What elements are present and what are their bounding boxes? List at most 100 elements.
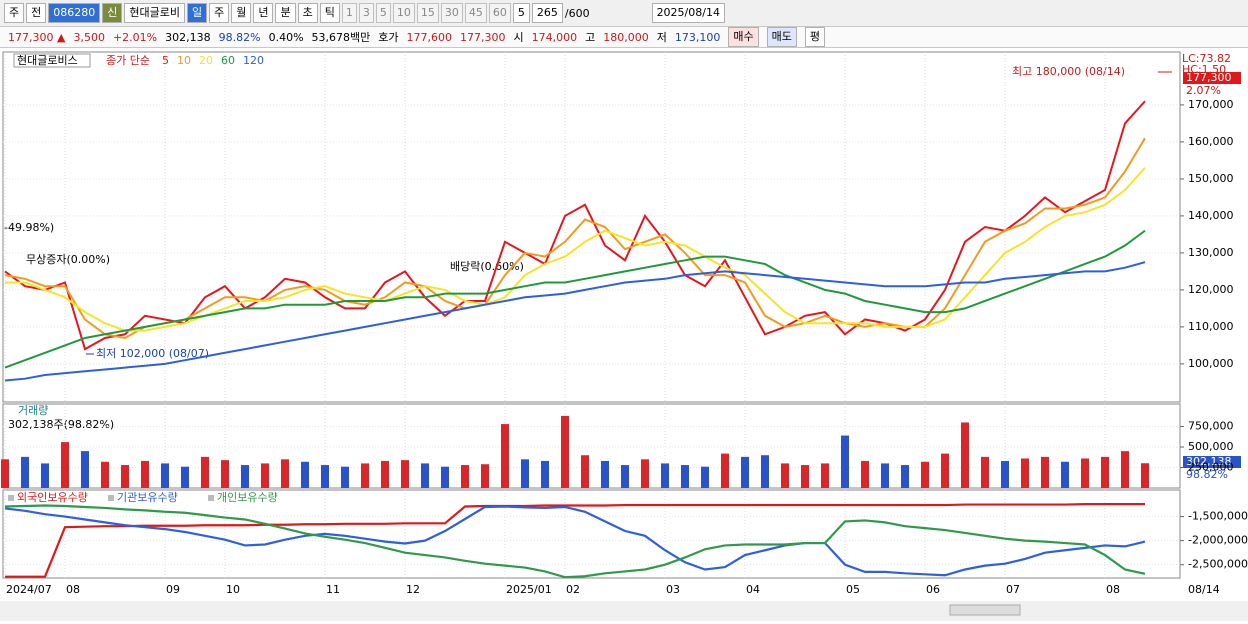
- interval-button[interactable]: 15: [416, 3, 439, 23]
- series-line: [4, 504, 1146, 579]
- vol-last-box: [1183, 456, 1241, 468]
- rate: +2.01%: [112, 30, 158, 44]
- x-tick-label: 2025/01: [506, 583, 552, 596]
- volume-bar: [901, 465, 909, 488]
- interval-button[interactable]: 45: [464, 3, 487, 23]
- y-tick-label: -2,000,000: [1188, 534, 1248, 547]
- volume-bar: [1081, 458, 1089, 488]
- volume-bar: [881, 463, 889, 488]
- volume-bar: [221, 460, 229, 488]
- volume-bar: [1121, 451, 1129, 488]
- sell[interactable]: 매도: [766, 27, 797, 47]
- last-box: [1183, 72, 1241, 84]
- y-tick-label: 160,000: [1188, 135, 1234, 148]
- volume-bar: [441, 466, 449, 488]
- stock-box: [13, 53, 91, 68]
- period-button[interactable]: 분: [275, 3, 296, 23]
- interval-button[interactable]: 10: [392, 3, 415, 23]
- period-button[interactable]: 틱: [319, 3, 340, 23]
- volume-bar: [941, 453, 949, 488]
- volume-bar: [1, 459, 9, 488]
- x-tick-label: 2024/07: [6, 583, 52, 596]
- vol-ratio: 98.82%: [218, 30, 261, 44]
- scroll-thumb[interactable]: [949, 604, 1021, 616]
- y-tick-label: 130,000: [1188, 246, 1234, 259]
- volume-bar: [61, 442, 69, 488]
- bonus-note: 무상증자(0.00%): [26, 253, 110, 266]
- volume-bar: [1021, 458, 1029, 488]
- volume-bar: [961, 422, 969, 488]
- legend-entry: 기관보유수량: [117, 491, 178, 504]
- y-tick-label: -2,500,000: [1188, 558, 1248, 571]
- volume-bar: [781, 463, 789, 488]
- interval-button[interactable]: 5: [375, 3, 391, 23]
- y-tick-label: 750,000: [1188, 420, 1234, 433]
- total: /600: [564, 6, 590, 20]
- period-button[interactable]: 일: [186, 3, 208, 23]
- period-button[interactable]: 주: [209, 3, 230, 23]
- legend-entry: 외국인보유수량: [17, 491, 88, 504]
- avg[interactable]: 평: [804, 27, 826, 47]
- period-button[interactable]: 년: [253, 3, 274, 23]
- quote-label: 호가: [378, 31, 399, 44]
- volume-bar: [321, 465, 329, 488]
- volume-bar: [41, 463, 49, 488]
- volume-bar: [641, 459, 649, 488]
- volume-bar: [601, 460, 609, 488]
- volume-bar: [261, 463, 269, 488]
- period-button[interactable]: 초: [297, 3, 318, 23]
- low-label: 저: [656, 31, 667, 44]
- ask: 177,600: [406, 30, 453, 44]
- last-price: 177,300: [1186, 71, 1232, 84]
- x-tick-label: 08: [1106, 583, 1120, 596]
- high-note: 최고 180,000 (08/14): [1012, 65, 1125, 78]
- interval-button[interactable]: 1: [341, 3, 357, 23]
- y-tick-label: 500,000: [1188, 440, 1234, 453]
- buy[interactable]: 매수: [728, 27, 759, 47]
- open-label: 시: [513, 31, 524, 44]
- legend-entry: 20: [199, 54, 213, 67]
- volume-bar: [421, 463, 429, 488]
- market[interactable]: 주: [4, 3, 25, 23]
- count[interactable]: 5: [512, 3, 530, 23]
- volume-bar: [101, 461, 109, 488]
- volume-bar: [341, 466, 349, 488]
- series-line: [4, 137, 1146, 340]
- prev[interactable]: 전: [26, 3, 47, 23]
- date[interactable]: 2025/08/14: [651, 3, 725, 23]
- low: 173,100: [674, 30, 721, 44]
- price: 177,300 ▲: [8, 30, 66, 44]
- y-tick-label: 150,000: [1188, 172, 1234, 185]
- interval-button[interactable]: 60: [488, 3, 511, 23]
- volume-title: 거래량: [18, 404, 48, 417]
- legend-entry: 10: [177, 54, 191, 67]
- interval-button[interactable]: 30: [440, 3, 463, 23]
- volume-bar: [661, 463, 669, 488]
- amount: 53,678백만: [311, 31, 371, 44]
- series-line: [4, 505, 1146, 577]
- volume-bar: [701, 466, 709, 488]
- stock-name[interactable]: 현대글로비: [124, 3, 185, 23]
- high: 180,000: [603, 30, 649, 44]
- interval-button[interactable]: 3: [358, 3, 374, 23]
- chart: 현대글로비스 종가 단순 최고 180,000 (08/14) 최저 102,0…: [0, 51, 1248, 621]
- volume-bar: [841, 435, 849, 488]
- legend-swatch: [108, 495, 114, 501]
- period-button[interactable]: 월: [231, 3, 252, 23]
- intervals: 1 3 5 10 15 30 45 60: [341, 3, 511, 23]
- y-tick-label: 110,000: [1188, 320, 1234, 333]
- series-line: [5, 502, 1145, 578]
- shown[interactable]: 265: [531, 3, 563, 23]
- volume-bar: [821, 463, 829, 488]
- holdings-frame: [2, 489, 1181, 579]
- x-tick-label: 03: [666, 583, 680, 596]
- volume-bar: [621, 465, 629, 488]
- legend-entry: 60: [221, 54, 235, 67]
- vol-last-rate: 98.82%: [1186, 468, 1228, 481]
- volume-bar: [1001, 460, 1009, 488]
- volume-bar: [21, 456, 29, 488]
- x-tick-label: 09: [166, 583, 180, 596]
- volume-bar: [181, 466, 189, 488]
- scrollbar[interactable]: [0, 601, 1248, 621]
- code[interactable]: 086280: [48, 3, 101, 23]
